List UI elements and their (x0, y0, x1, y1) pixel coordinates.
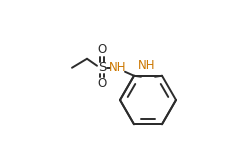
Text: S: S (98, 61, 106, 74)
Text: O: O (97, 43, 107, 56)
Text: O: O (97, 77, 107, 90)
Text: NH: NH (138, 59, 156, 72)
Text: NH: NH (109, 61, 127, 74)
